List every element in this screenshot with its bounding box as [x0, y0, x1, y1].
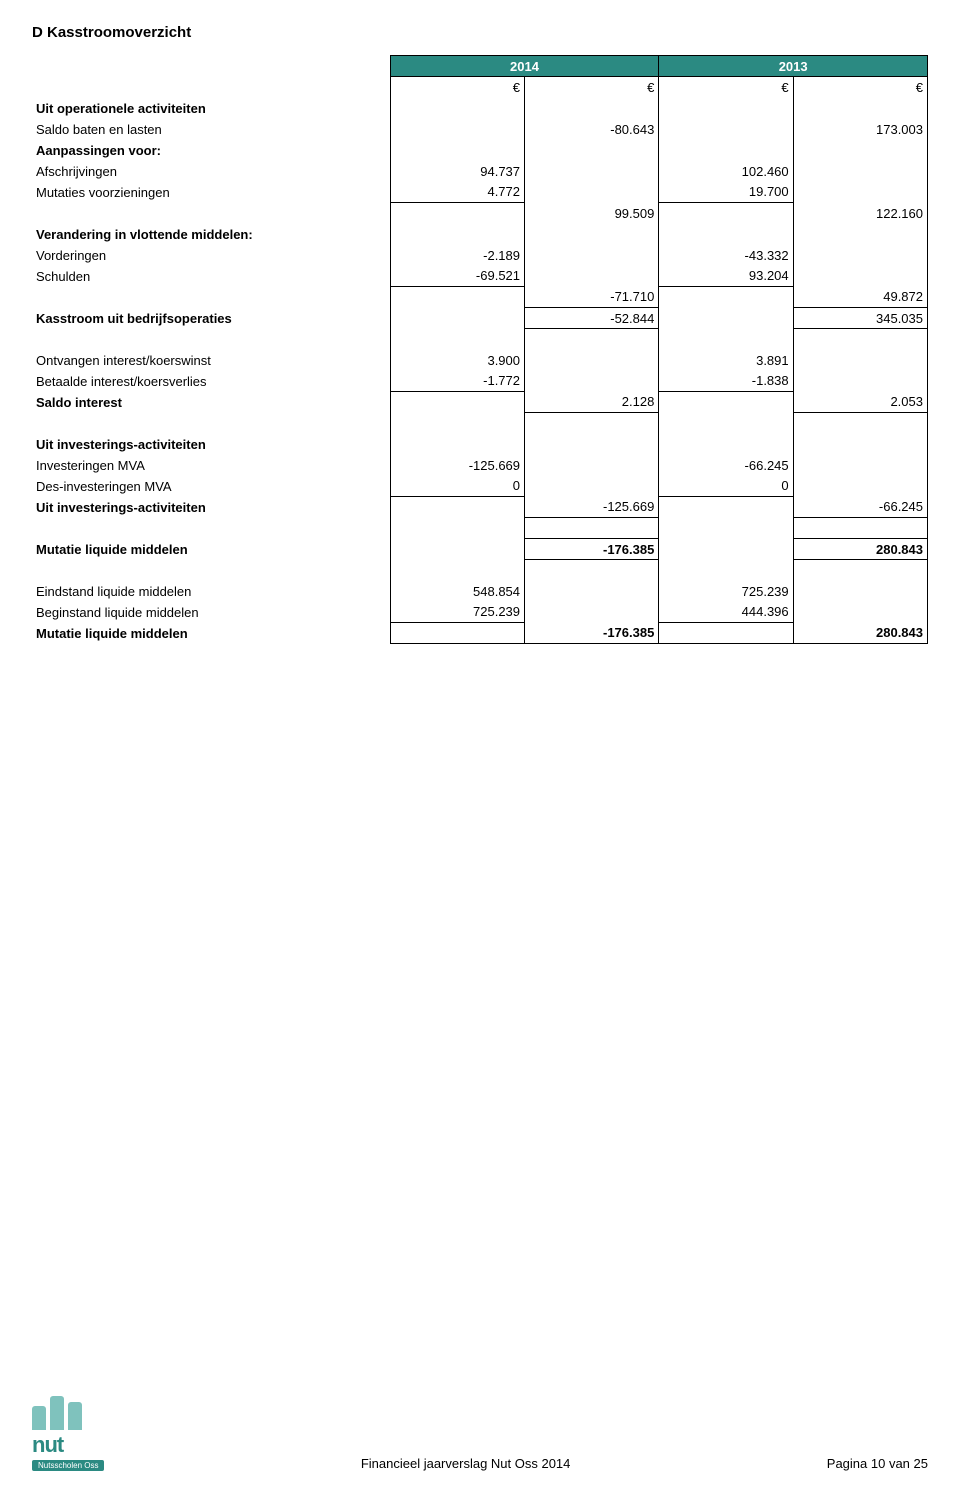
row-vorderingen: Vorderingen -2.189 -43.332	[32, 245, 928, 266]
footer-page-number: Pagina 10 van 25	[827, 1456, 928, 1471]
spacer-row	[32, 329, 928, 350]
row-desinv-mva: Des-investeringen MVA 0 0	[32, 476, 928, 497]
row-aanpassingen: Aanpassingen voor:	[32, 140, 928, 161]
row-betaalde-interest: Betaalde interest/koersverlies -1.772 -1…	[32, 371, 928, 392]
logo-subtext: Nutsscholen Oss	[32, 1460, 104, 1471]
row-schulden: Schulden -69.521 93.204	[32, 266, 928, 287]
row-saldo-baten: Saldo baten en lasten -80.643 173.003	[32, 119, 928, 140]
footer-center: Financieel jaarverslag Nut Oss 2014	[361, 1456, 571, 1471]
row-uit-inv-hdr: Uit investerings-activiteiten	[32, 434, 928, 455]
table-header-years: 2014 2013	[32, 56, 928, 77]
row-saldo-interest: Saldo interest 2.128 2.053	[32, 392, 928, 413]
logo-text: nut	[32, 1432, 63, 1458]
euro-row: € € € €	[32, 77, 928, 98]
row-uit-oper: Uit operationele activiteiten	[32, 98, 928, 119]
logo: nut Nutsscholen Oss	[32, 1390, 104, 1471]
row-subtotal-2: -71.710 49.872	[32, 287, 928, 308]
row-mutatie-liq-1: Mutatie liquide middelen -176.385 280.84…	[32, 539, 928, 560]
row-beginstand-liq: Beginstand liquide middelen 725.239 444.…	[32, 602, 928, 623]
spacer-row	[32, 560, 928, 581]
row-ontvangen-interest: Ontvangen interest/koerswinst 3.900 3.89…	[32, 350, 928, 371]
cashflow-table: 2014 2013 € € € € Uit operationele activ…	[32, 55, 928, 644]
page-footer: nut Nutsscholen Oss Financieel jaarversl…	[0, 1390, 960, 1471]
year-2013: 2013	[659, 56, 928, 77]
row-subtotal-1: 99.509 122.160	[32, 203, 928, 224]
page-title: D Kasstroomoverzicht	[32, 24, 928, 41]
row-mutatie-liq-2: Mutatie liquide middelen -176.385 280.84…	[32, 623, 928, 644]
row-eindstand-liq: Eindstand liquide middelen 548.854 725.2…	[32, 581, 928, 602]
year-2014: 2014	[390, 56, 659, 77]
row-kasstroom-bedrijf: Kasstroom uit bedrijfsoperaties -52.844 …	[32, 308, 928, 329]
row-inv-mva: Investeringen MVA -125.669 -66.245	[32, 455, 928, 476]
row-afschrijvingen: Afschrijvingen 94.737 102.460	[32, 161, 928, 182]
row-uit-inv-totaal: Uit investerings-activiteiten -125.669 -…	[32, 497, 928, 518]
spacer-row	[32, 518, 928, 539]
row-mutaties-voorz: Mutaties voorzieningen 4.772 19.700	[32, 182, 928, 203]
spacer-row	[32, 413, 928, 434]
row-verandering: Verandering in vlottende middelen:	[32, 224, 928, 245]
logo-icon	[32, 1390, 82, 1430]
